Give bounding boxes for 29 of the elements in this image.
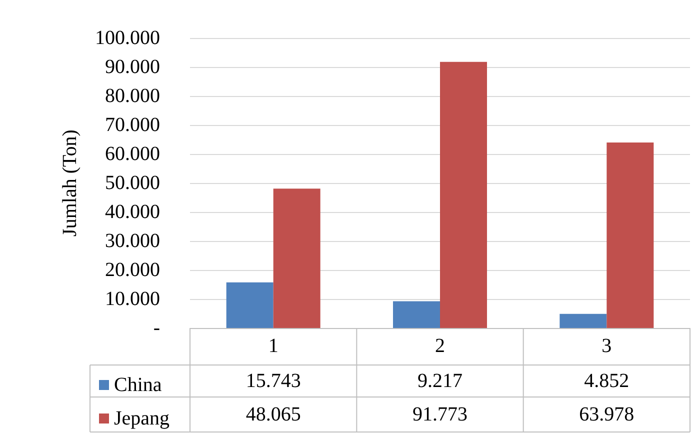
legend-label: China (114, 374, 162, 396)
x-tick-label: 3 (602, 335, 612, 357)
y-tick-label: 20.000 (105, 259, 160, 281)
x-tick-label: 2 (435, 335, 445, 357)
y-tick-label: 100.000 (95, 27, 160, 49)
bar (606, 142, 654, 328)
y-tick-label: 30.000 (105, 230, 160, 252)
bar (226, 282, 274, 328)
data-label: 15.743 (246, 370, 301, 392)
data-label: 4.852 (584, 370, 630, 392)
y-tick-label: 90.000 (105, 56, 160, 78)
y-tick-label: - (153, 317, 160, 339)
y-tick-label: 60.000 (105, 143, 160, 165)
data-label: 48.065 (246, 404, 301, 426)
y-tick-label: 70.000 (105, 114, 160, 136)
bar (560, 314, 607, 328)
y-tick-label: 10.000 (105, 288, 160, 310)
bar (440, 62, 487, 328)
y-tick-label: 80.000 (105, 85, 160, 107)
y-tick-label: 50.000 (105, 172, 160, 194)
data-label: 9.217 (418, 370, 462, 392)
legend-label: Jepang (114, 408, 170, 430)
data-label: 91.773 (412, 404, 468, 426)
x-tick-label: 1 (268, 335, 278, 357)
bar (393, 301, 440, 328)
bar (273, 188, 320, 328)
y-tick-label: 40.000 (105, 201, 160, 223)
y-axis-title: Jumlah (Ton) (59, 130, 81, 236)
data-label: 63.978 (579, 404, 634, 426)
